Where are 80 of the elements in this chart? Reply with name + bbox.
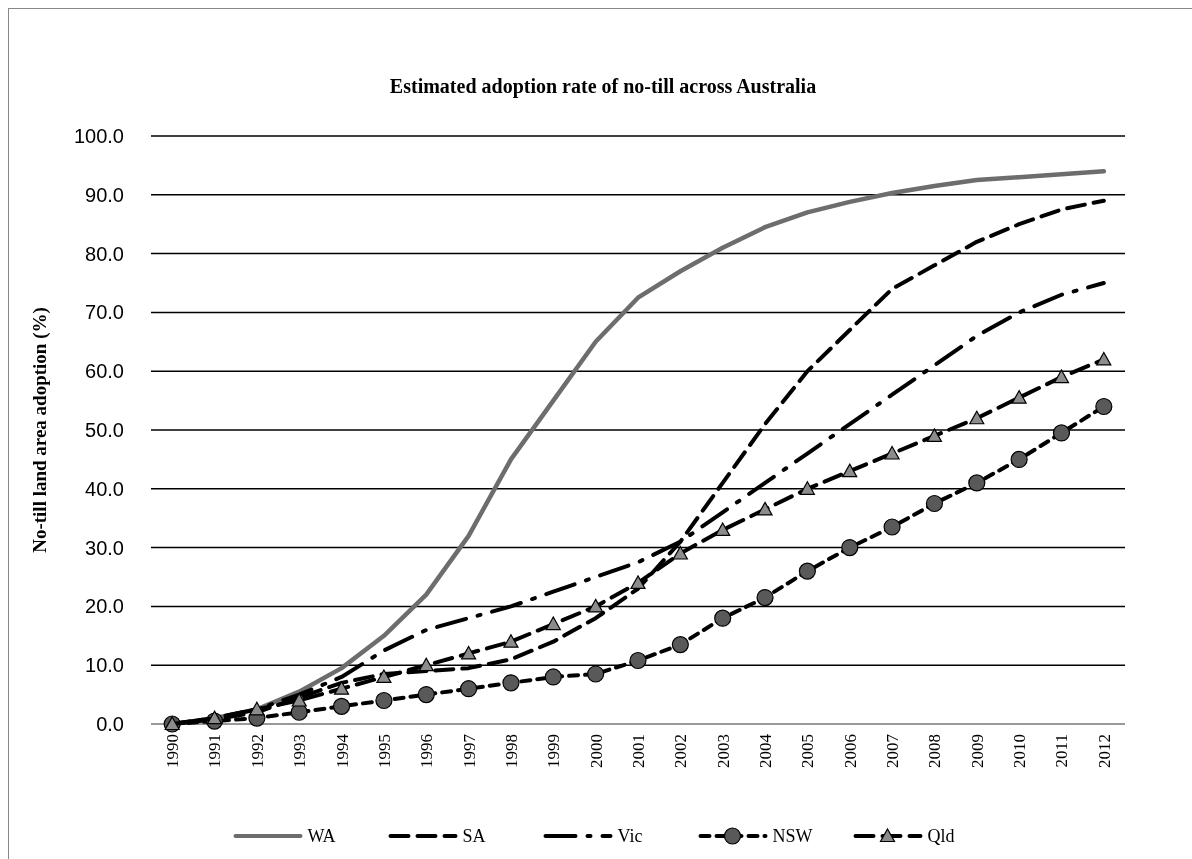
point bbox=[1053, 369, 1070, 384]
point bbox=[883, 518, 901, 536]
x-tick-label: 2001 bbox=[628, 734, 648, 768]
y-tick-label: 90.0 bbox=[85, 183, 124, 206]
legend-label: NSW bbox=[772, 826, 813, 847]
point bbox=[544, 668, 562, 686]
point bbox=[503, 634, 519, 648]
x-tick-label: 2003 bbox=[713, 734, 733, 768]
point bbox=[375, 691, 393, 710]
point bbox=[756, 588, 774, 607]
x-tick-label: 1991 bbox=[205, 734, 225, 768]
point bbox=[588, 598, 604, 613]
point bbox=[502, 674, 520, 692]
y-tick-label: 20.0 bbox=[85, 595, 124, 618]
point bbox=[841, 539, 859, 557]
x-tick-label: 1992 bbox=[247, 734, 267, 768]
x-tick-label: 2005 bbox=[798, 734, 818, 768]
point bbox=[799, 481, 815, 495]
point bbox=[629, 651, 647, 670]
y-axis-title: No-till land area adoption (%) bbox=[29, 307, 51, 553]
legend-label: WA bbox=[307, 826, 336, 847]
point bbox=[630, 575, 646, 589]
point bbox=[333, 681, 350, 695]
y-tick-label: 60.0 bbox=[85, 360, 124, 383]
x-tick-label: 2010 bbox=[1010, 734, 1030, 768]
x-tick-label: 1998 bbox=[501, 734, 521, 768]
y-tick-label: 70.0 bbox=[85, 301, 124, 324]
y-tick-label: 80.0 bbox=[85, 242, 124, 265]
x-tick-label: 2002 bbox=[671, 734, 691, 768]
point bbox=[798, 562, 816, 580]
point bbox=[545, 616, 561, 631]
x-tick-label: 2011 bbox=[1052, 734, 1072, 768]
point bbox=[926, 428, 943, 442]
point bbox=[884, 445, 900, 460]
y-tick-label: 50.0 bbox=[85, 419, 124, 441]
x-tick-label: 1996 bbox=[417, 734, 437, 768]
x-tick-label: 2012 bbox=[1094, 734, 1114, 768]
x-tick-label: 2006 bbox=[840, 734, 860, 768]
point bbox=[291, 692, 307, 707]
legend-label: Qld bbox=[927, 826, 955, 847]
y-tick-label: 0.0 bbox=[96, 713, 124, 735]
x-tick-label: 1993 bbox=[290, 734, 310, 768]
point bbox=[376, 669, 392, 684]
x-tick-label: 2009 bbox=[967, 734, 987, 768]
point bbox=[461, 645, 477, 660]
legend-label: Vic bbox=[617, 826, 643, 847]
point bbox=[925, 494, 944, 513]
legend-label: SA bbox=[462, 826, 486, 847]
x-tick-label: 1995 bbox=[374, 734, 394, 768]
point bbox=[672, 545, 688, 560]
point bbox=[1096, 351, 1112, 366]
point bbox=[757, 501, 773, 516]
point bbox=[671, 636, 689, 654]
point bbox=[1095, 397, 1113, 416]
y-tick-label: 30.0 bbox=[85, 536, 124, 559]
point bbox=[842, 463, 858, 478]
point bbox=[587, 665, 605, 683]
y-tick-label: 10.0 bbox=[85, 654, 124, 677]
x-tick-label: 1990 bbox=[163, 734, 183, 768]
point bbox=[1011, 390, 1027, 404]
point bbox=[714, 609, 732, 627]
point bbox=[715, 522, 731, 537]
point bbox=[418, 657, 434, 672]
x-tick-label: 2000 bbox=[586, 734, 606, 768]
chart-title: Estimated adoption rate of no-till across Australia bbox=[389, 75, 817, 98]
point bbox=[1010, 450, 1028, 468]
point bbox=[332, 697, 351, 715]
x-tick-label: 1999 bbox=[544, 734, 564, 768]
point bbox=[460, 680, 478, 698]
x-tick-label: 1997 bbox=[459, 733, 479, 768]
point bbox=[968, 474, 986, 492]
point bbox=[969, 410, 985, 425]
y-tick-label: 40.0 bbox=[85, 477, 124, 500]
point bbox=[1052, 424, 1071, 442]
x-tick-label: 2004 bbox=[755, 733, 775, 768]
x-tick-label: 2007 bbox=[883, 733, 903, 768]
x-tick-label: 2008 bbox=[925, 734, 945, 768]
y-tick-label: 100.0 bbox=[73, 125, 124, 147]
x-tick-label: 1994 bbox=[332, 733, 352, 768]
point bbox=[417, 686, 435, 704]
